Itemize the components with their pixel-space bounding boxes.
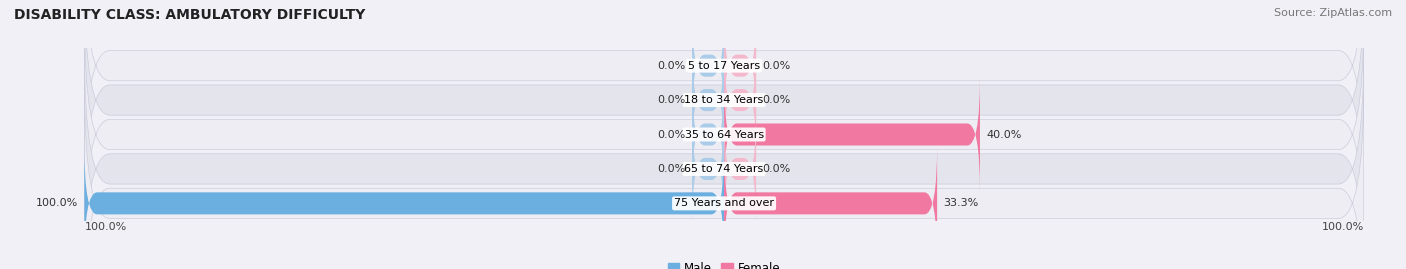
Text: 35 to 64 Years: 35 to 64 Years [685, 129, 763, 140]
Text: 0.0%: 0.0% [658, 61, 686, 71]
Text: DISABILITY CLASS: AMBULATORY DIFFICULTY: DISABILITY CLASS: AMBULATORY DIFFICULTY [14, 8, 366, 22]
Text: 18 to 34 Years: 18 to 34 Years [685, 95, 763, 105]
Text: 100.0%: 100.0% [35, 198, 77, 208]
FancyBboxPatch shape [84, 146, 724, 261]
Text: Source: ZipAtlas.com: Source: ZipAtlas.com [1274, 8, 1392, 18]
FancyBboxPatch shape [84, 46, 1364, 269]
Text: 0.0%: 0.0% [762, 61, 790, 71]
Text: 0.0%: 0.0% [658, 129, 686, 140]
Text: 65 to 74 Years: 65 to 74 Years [685, 164, 763, 174]
FancyBboxPatch shape [692, 42, 724, 158]
Text: 5 to 17 Years: 5 to 17 Years [688, 61, 761, 71]
Text: 40.0%: 40.0% [987, 129, 1022, 140]
FancyBboxPatch shape [724, 146, 938, 261]
FancyBboxPatch shape [84, 81, 1364, 269]
FancyBboxPatch shape [724, 8, 756, 123]
FancyBboxPatch shape [724, 111, 756, 227]
Text: 0.0%: 0.0% [658, 164, 686, 174]
Text: 0.0%: 0.0% [658, 95, 686, 105]
FancyBboxPatch shape [692, 77, 724, 192]
FancyBboxPatch shape [84, 12, 1364, 257]
FancyBboxPatch shape [84, 0, 1364, 188]
Text: 100.0%: 100.0% [1322, 222, 1364, 232]
FancyBboxPatch shape [724, 77, 980, 192]
Text: 0.0%: 0.0% [762, 164, 790, 174]
Text: 100.0%: 100.0% [84, 222, 127, 232]
FancyBboxPatch shape [692, 111, 724, 227]
FancyBboxPatch shape [84, 0, 1364, 223]
Text: 0.0%: 0.0% [762, 95, 790, 105]
FancyBboxPatch shape [692, 8, 724, 123]
FancyBboxPatch shape [724, 42, 756, 158]
Text: 33.3%: 33.3% [943, 198, 979, 208]
Text: 75 Years and over: 75 Years and over [673, 198, 775, 208]
Legend: Male, Female: Male, Female [662, 258, 786, 269]
